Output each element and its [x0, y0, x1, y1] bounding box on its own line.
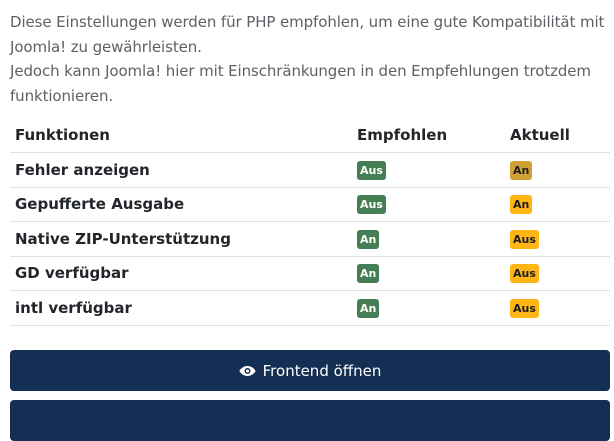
current-cell: Aus [505, 256, 610, 291]
recommended-cell: Aus [352, 152, 505, 188]
current-badge: An [510, 195, 533, 215]
recommended-cell: An [352, 256, 505, 291]
setting-name: intl verfügbar [10, 290, 352, 326]
eye-icon [239, 365, 256, 376]
header-feature: Funktionen [10, 118, 352, 153]
table-header-row: Funktionen Empfohlen Aktuell [10, 118, 610, 153]
current-cell: Aus [505, 221, 610, 257]
recommended-badge: An [357, 229, 380, 249]
table-row: GD verfügbar An Aus [10, 256, 610, 291]
recommended-badge: An [357, 298, 380, 318]
current-badge: Aus [510, 264, 539, 284]
header-recommended: Empfohlen [352, 118, 505, 153]
current-badge: An [510, 160, 533, 180]
recommended-cell: Aus [352, 187, 505, 222]
intro-text: Diese Einstellungen werden für PHP empfo… [10, 10, 606, 108]
recommended-cell: An [352, 290, 505, 326]
current-badge: Aus [510, 298, 539, 318]
table-row: Gepufferte Ausgabe Aus An [10, 187, 610, 222]
setting-name: GD verfügbar [10, 256, 352, 291]
table-row: Native ZIP-Unterstützung An Aus [10, 221, 610, 257]
current-badge: Aus [510, 229, 539, 249]
setting-name: Native ZIP-Unterstützung [10, 221, 352, 257]
table-row: intl verfügbar An Aus [10, 290, 610, 326]
open-frontend-button[interactable]: Frontend öffnen [10, 350, 610, 391]
table-row: Fehler anzeigen Aus An [10, 152, 610, 188]
current-cell: Aus [505, 290, 610, 326]
secondary-button[interactable] [10, 400, 610, 441]
intro-paragraph-2: Jedoch kann Joomla! hier mit Einschränku… [10, 62, 591, 105]
recommended-cell: An [352, 221, 505, 257]
current-cell: An [505, 187, 610, 222]
recommended-badge: Aus [357, 160, 386, 180]
recommended-badge: An [357, 264, 380, 284]
php-settings-table: Funktionen Empfohlen Aktuell Fehler anze… [10, 118, 610, 326]
open-frontend-label: Frontend öffnen [262, 361, 382, 380]
setting-name: Gepufferte Ausgabe [10, 187, 352, 222]
header-current: Aktuell [505, 118, 610, 153]
intro-paragraph-1: Diese Einstellungen werden für PHP empfo… [10, 13, 605, 56]
recommended-badge: Aus [357, 195, 386, 215]
current-cell: An [505, 152, 610, 188]
setting-name: Fehler anzeigen [10, 152, 352, 188]
